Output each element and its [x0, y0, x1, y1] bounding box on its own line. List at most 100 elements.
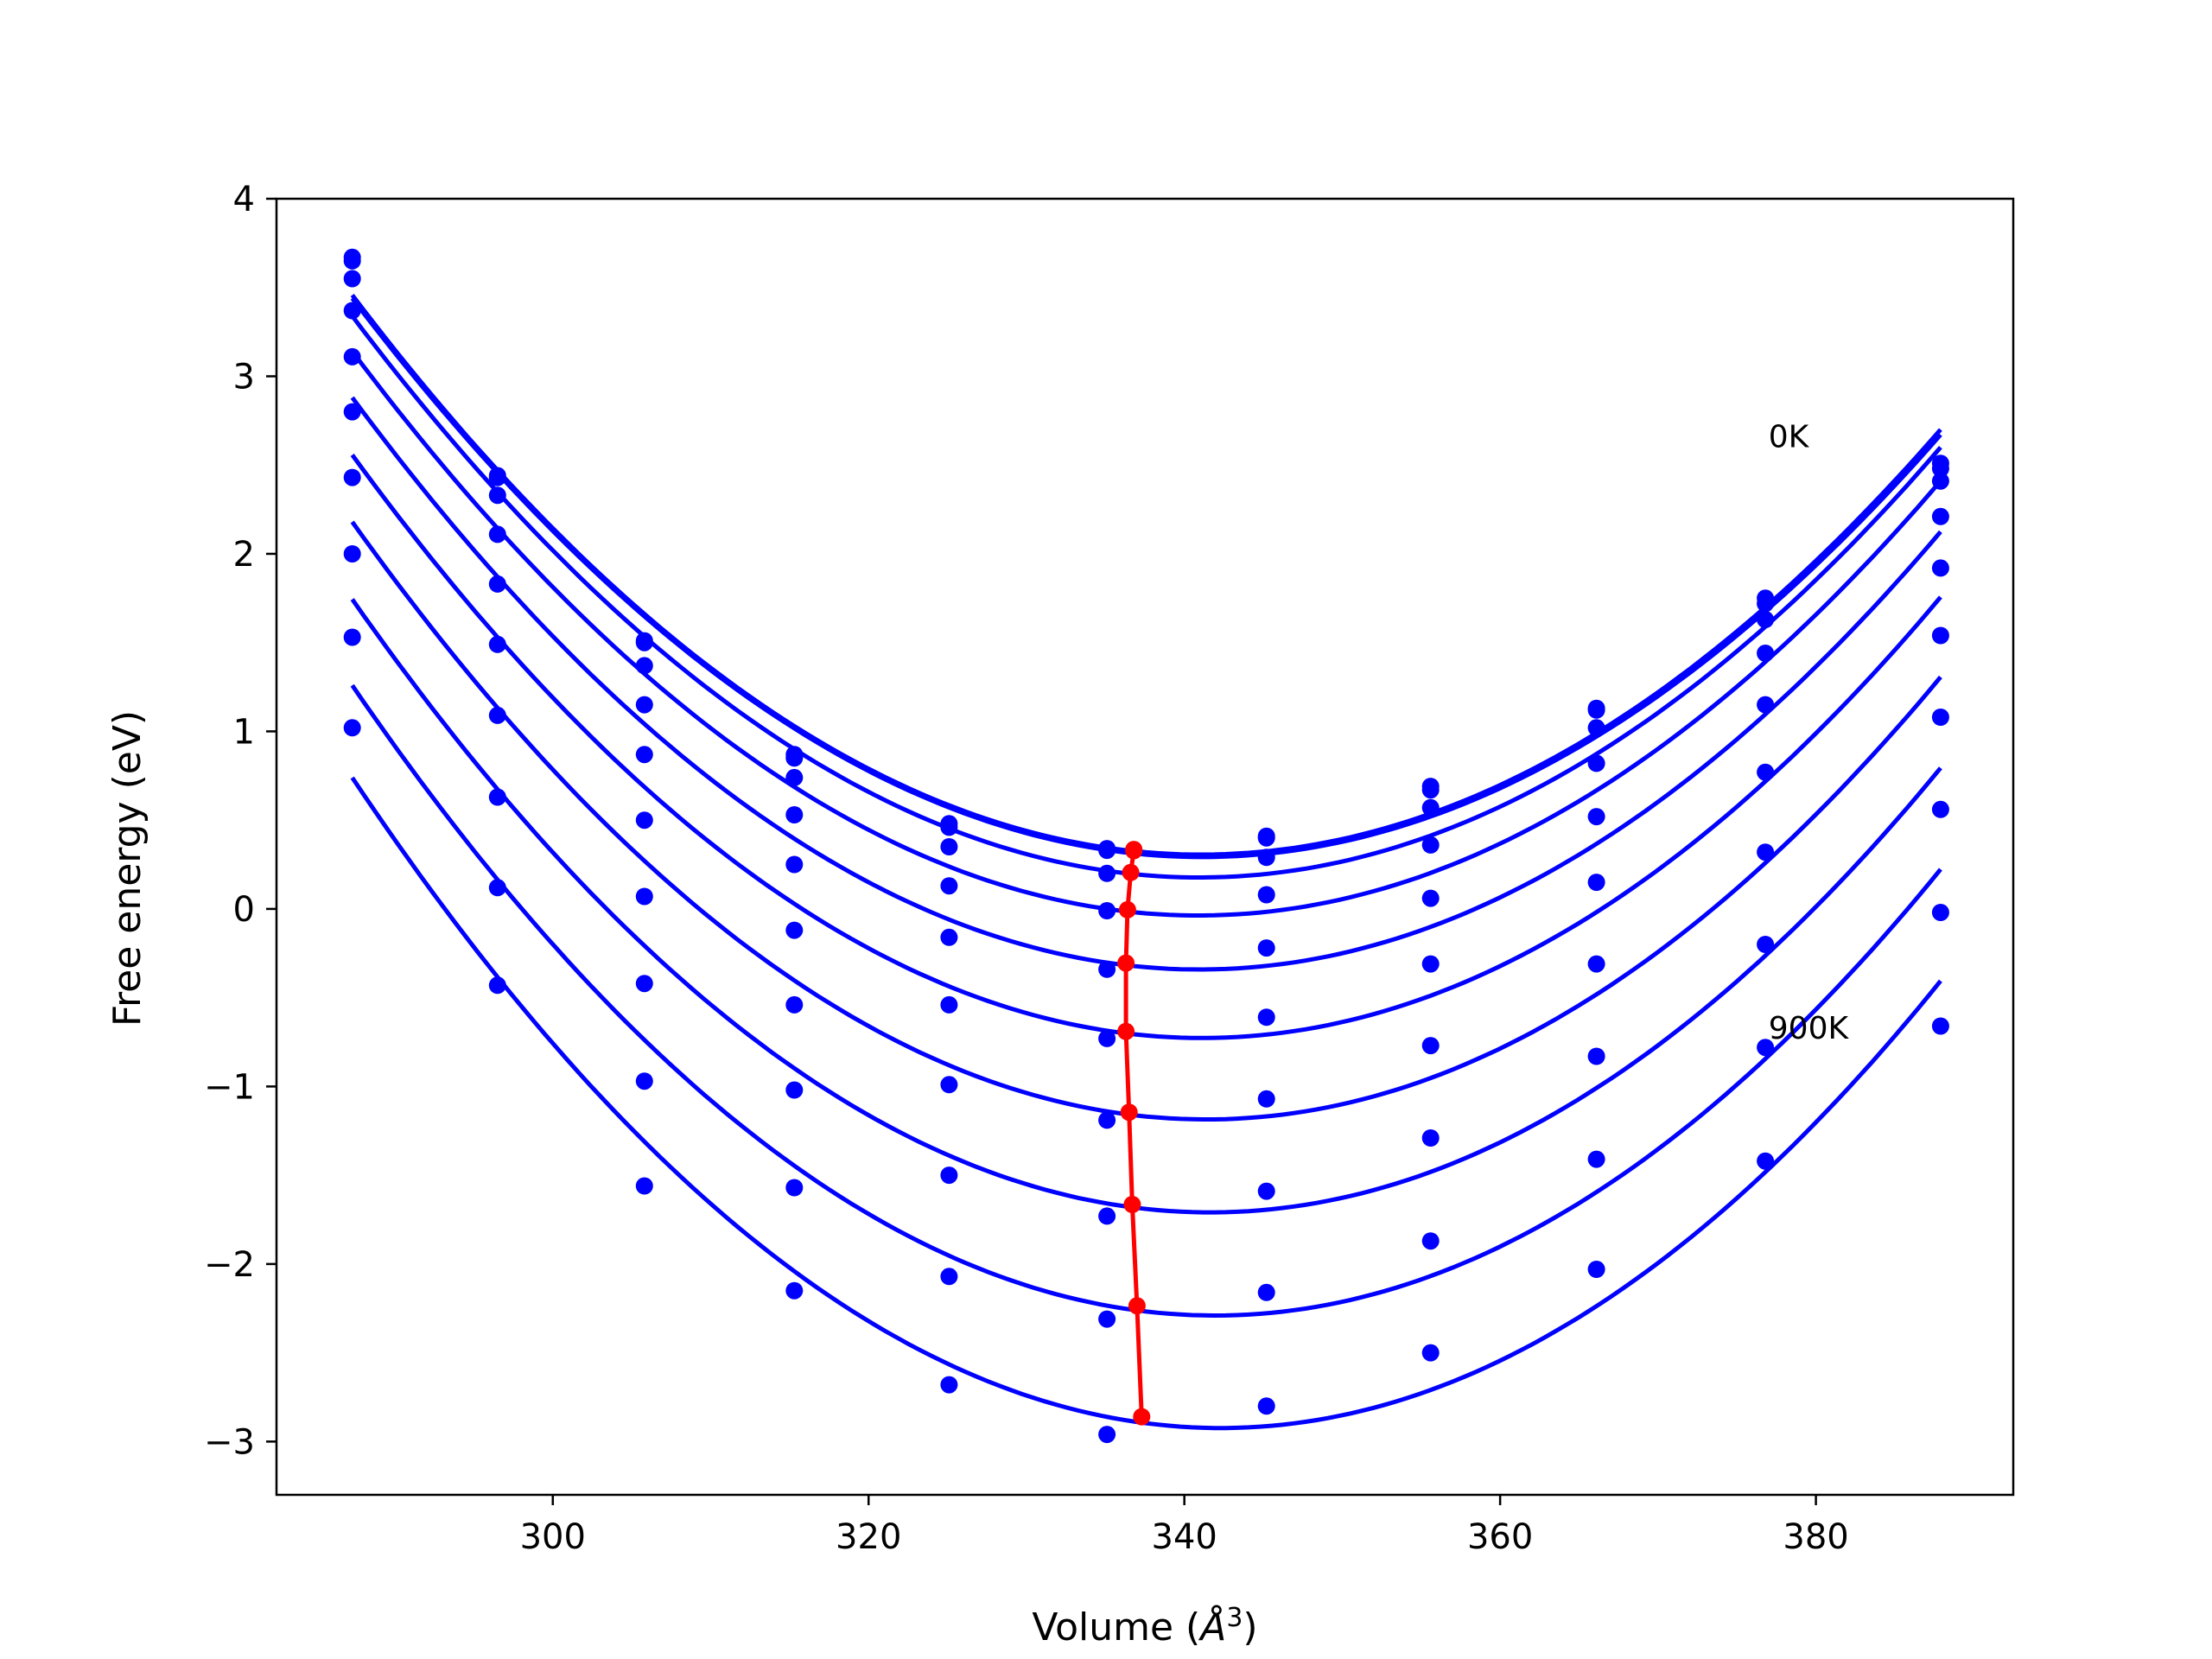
data-point: [488, 575, 506, 593]
fit-curve-6: [350, 520, 1942, 1122]
fit-curve-5: [350, 454, 1942, 1040]
data-point: [343, 270, 361, 288]
data-point: [1931, 507, 1949, 525]
data-point: [1098, 1029, 1116, 1047]
data-point: [1257, 829, 1275, 847]
minimum-point: [1117, 954, 1135, 972]
data-point: [1931, 472, 1949, 490]
data-point: [1757, 594, 1775, 613]
minimum-point: [1125, 842, 1143, 860]
data-point: [635, 633, 653, 652]
y-tick-label: −3: [204, 1422, 255, 1462]
minimum-point: [1117, 1022, 1135, 1040]
data-point: [785, 995, 804, 1014]
x-tick-label: 380: [1783, 1517, 1848, 1557]
data-point: [1098, 1207, 1116, 1225]
data-point: [1931, 460, 1949, 478]
minimum-point: [1133, 1408, 1151, 1426]
data-point: [1587, 1261, 1605, 1278]
data-point: [1257, 1397, 1275, 1415]
fit-curve-1: [350, 296, 1942, 860]
data-point: [940, 995, 958, 1014]
data-point: [1587, 808, 1605, 826]
y-tick-label: −1: [204, 1067, 255, 1107]
data-point: [488, 788, 506, 806]
temperature-annotation: 0K: [1769, 420, 1810, 455]
data-point: [1757, 936, 1775, 953]
data-point: [1757, 611, 1775, 628]
data-point: [1931, 904, 1949, 921]
data-point: [940, 1166, 958, 1185]
data-point: [1931, 626, 1949, 645]
data-point: [1421, 1037, 1440, 1055]
data-point: [1421, 1344, 1440, 1362]
data-point: [940, 1376, 958, 1394]
fit-curve-3: [350, 350, 1942, 918]
y-tick-label: 1: [233, 712, 255, 752]
data-point: [785, 855, 804, 874]
data-point: [1098, 902, 1116, 919]
data-point: [1098, 960, 1116, 978]
fit-curve-4: [350, 396, 1942, 972]
data-point: [1257, 886, 1275, 904]
minimum-line-layer: [1117, 841, 1151, 1426]
y-tick-label: −2: [204, 1245, 255, 1285]
data-point: [1931, 1017, 1949, 1035]
y-tick-label: 2: [233, 535, 255, 575]
data-point: [635, 696, 653, 714]
data-point: [785, 1281, 804, 1300]
data-point: [785, 921, 804, 939]
data-point: [1757, 645, 1775, 662]
data-point: [1931, 800, 1949, 818]
minimum-point: [1128, 1297, 1146, 1315]
minimum-point: [1122, 863, 1140, 881]
axes-frame: [275, 197, 2015, 1497]
data-point: [343, 628, 361, 646]
data-point: [488, 976, 506, 995]
minimum-energy-line: [1123, 849, 1144, 1417]
data-point: [940, 928, 958, 946]
data-point: [940, 818, 958, 836]
data-point: [1421, 1232, 1440, 1250]
data-point: [488, 525, 506, 543]
data-point: [1098, 1310, 1116, 1328]
y-tick-label: 3: [233, 357, 255, 397]
data-point: [785, 768, 804, 786]
data-point: [1421, 836, 1440, 854]
data-point: [635, 811, 653, 830]
data-point: [343, 403, 361, 421]
data-point: [1931, 709, 1949, 726]
data-point: [1098, 1426, 1116, 1444]
data-point: [488, 486, 506, 505]
data-point: [635, 657, 653, 675]
x-tick-label: 300: [520, 1517, 586, 1557]
data-point: [1257, 1090, 1275, 1108]
data-point: [343, 347, 361, 365]
data-point: [1757, 696, 1775, 714]
data-point: [940, 1076, 958, 1094]
tick-layer: 300 320 340 360 380 −3 −2 −1 0 1 2 3 4: [204, 180, 1849, 1557]
data-point: [1257, 1182, 1275, 1200]
data-point: [488, 706, 506, 724]
curve-layer: [350, 293, 1942, 1431]
x-tick-label: 320: [836, 1517, 901, 1557]
y-tick-label: 4: [233, 180, 255, 219]
minimum-point: [1123, 1196, 1141, 1213]
data-point: [1421, 781, 1440, 799]
data-point: [785, 749, 804, 767]
data-point: [1757, 843, 1775, 861]
annotation-layer: 0K 900K: [1769, 420, 1850, 1046]
data-point: [1587, 701, 1605, 719]
data-point: [635, 1072, 653, 1090]
data-point: [343, 719, 361, 737]
data-point: [343, 468, 361, 486]
data-point: [1757, 1039, 1775, 1057]
x-axis-title: Volume (Å3): [1032, 1603, 1257, 1649]
data-point: [488, 635, 506, 653]
data-point: [343, 302, 361, 320]
data-point: [1098, 864, 1116, 882]
y-axis-title: Free energy (eV): [105, 710, 149, 1027]
x-tick-label: 340: [1152, 1517, 1217, 1557]
data-point: [1257, 849, 1275, 867]
